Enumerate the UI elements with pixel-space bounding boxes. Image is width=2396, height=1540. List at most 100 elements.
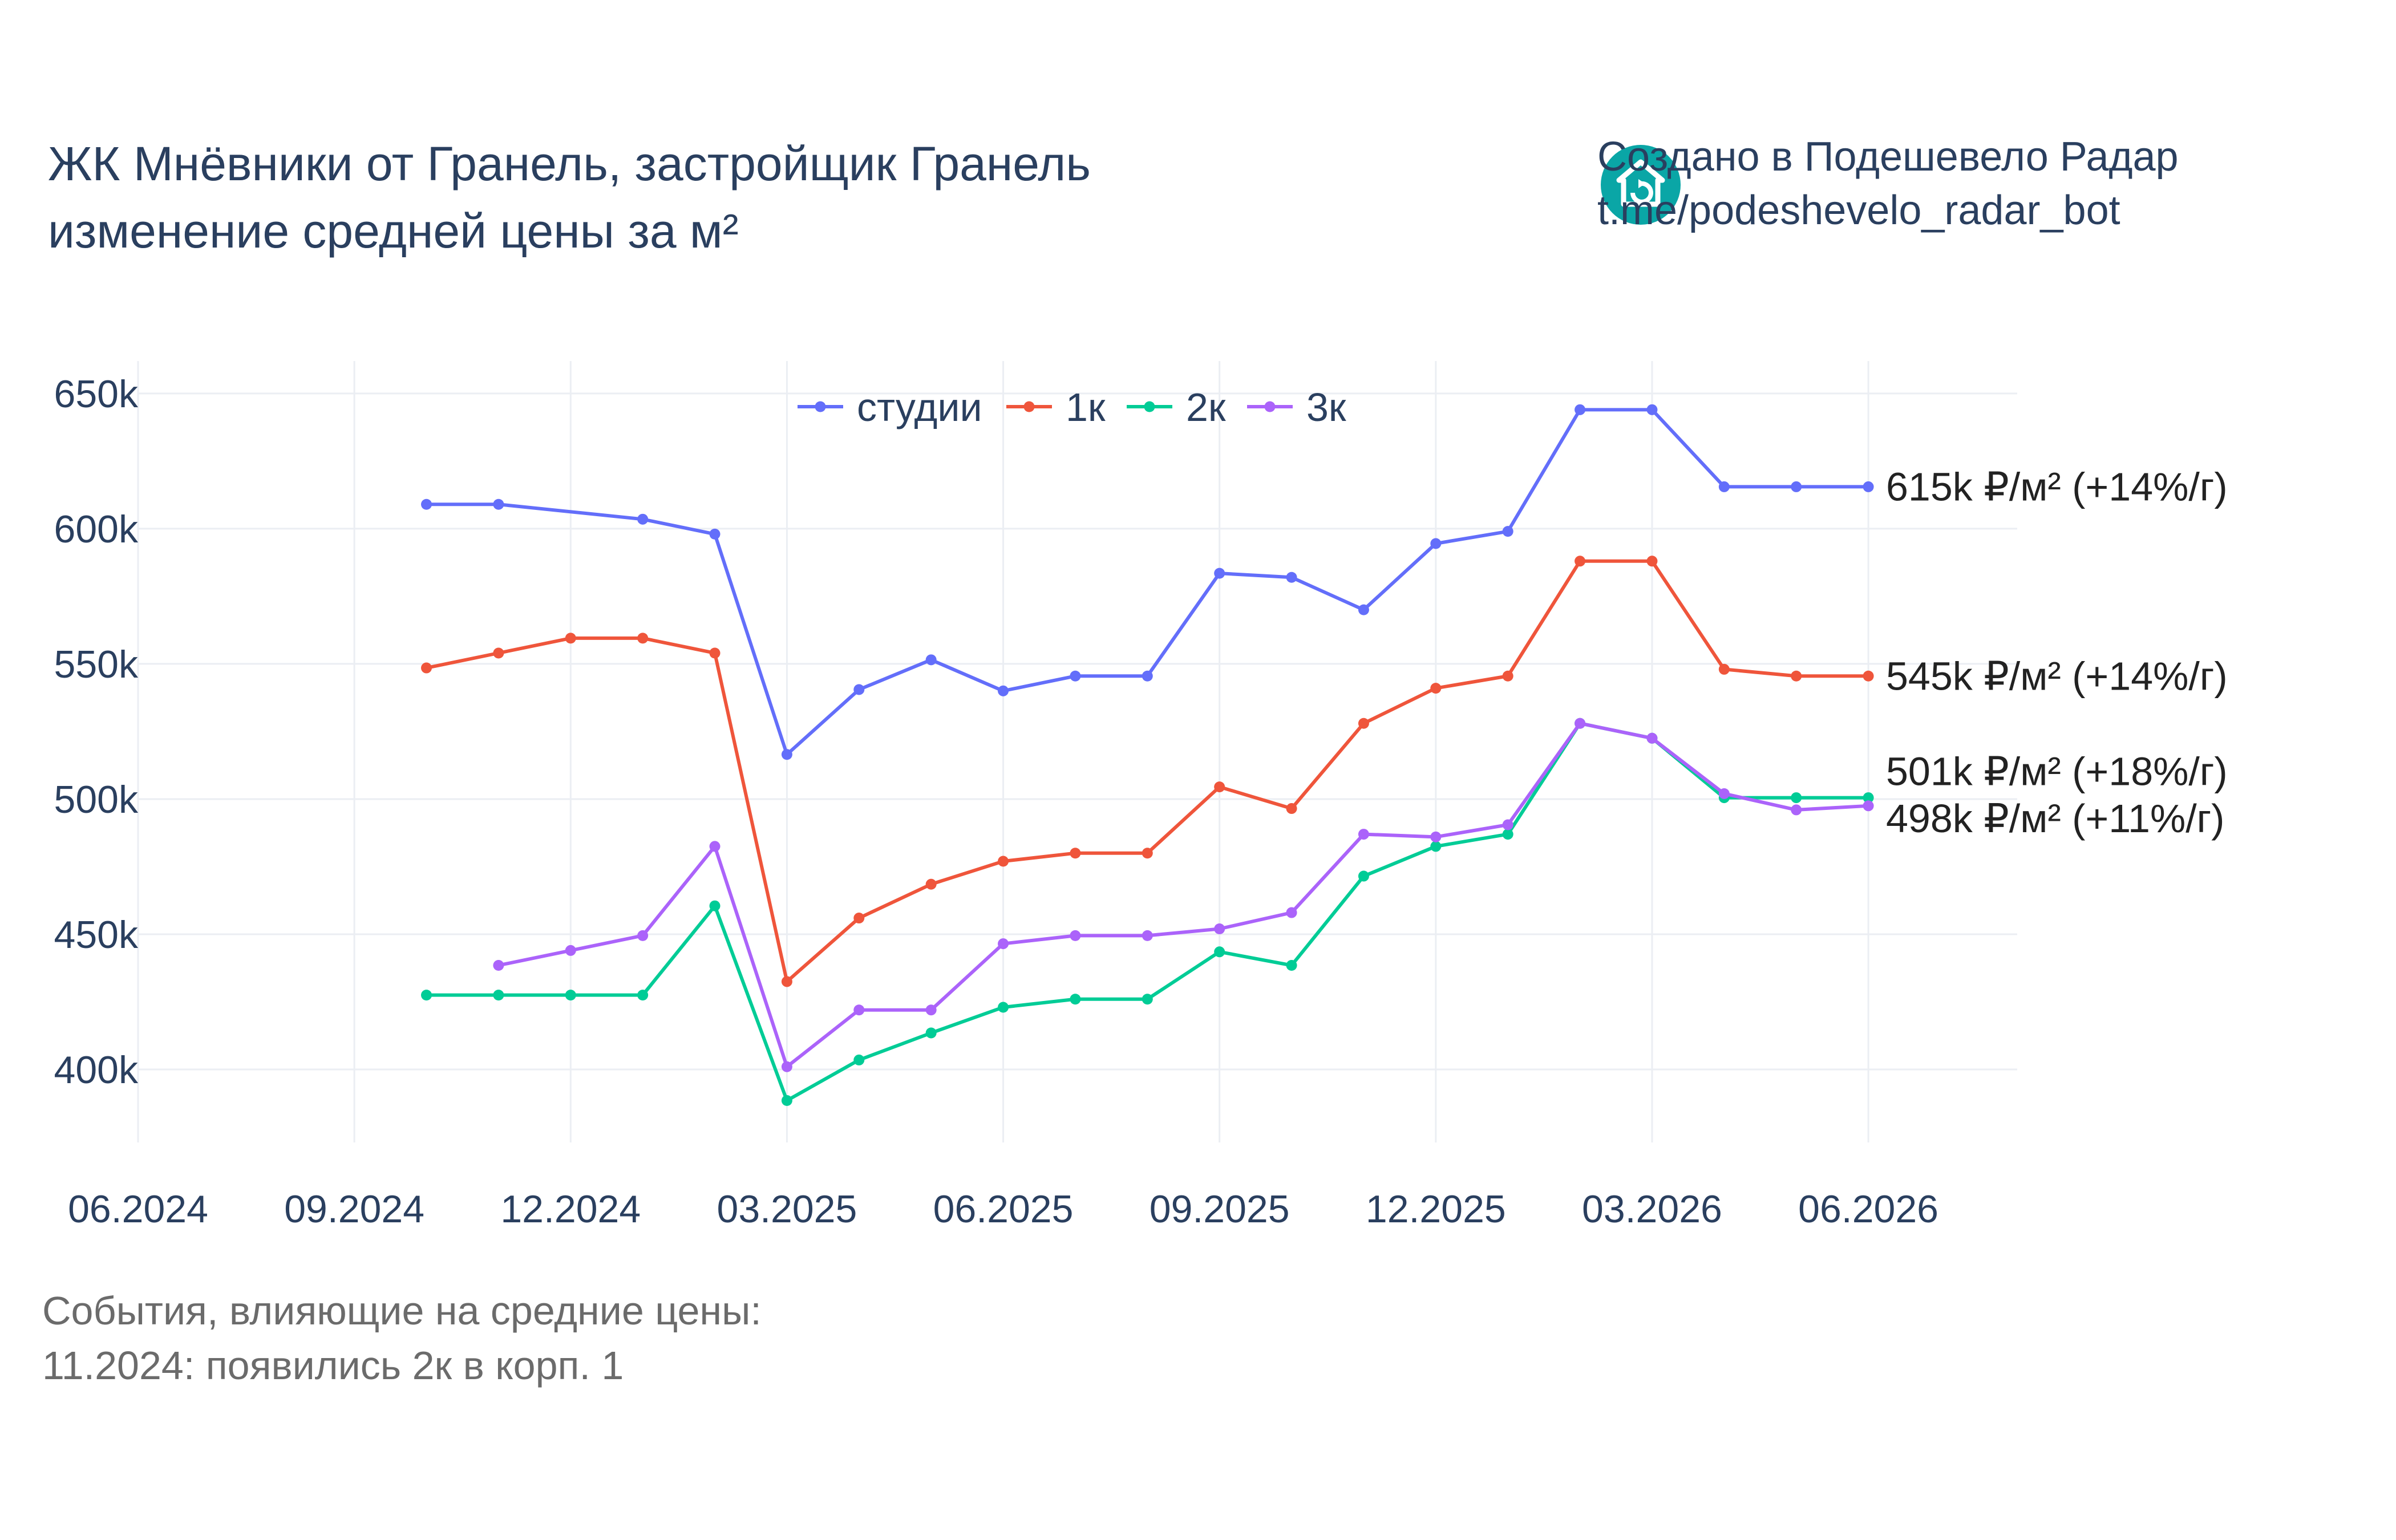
series-end-label: 545k ₽/м² (+14%/г) [1886, 654, 2228, 698]
data-point [1358, 829, 1369, 840]
y-tick-label: 650k [54, 372, 139, 416]
series-line [426, 408, 1869, 756]
data-point [1358, 870, 1369, 882]
series-end-label: 501k ₽/м² (+18%/г) [1886, 749, 2228, 794]
house-logo-icon [1601, 145, 1681, 225]
data-point [421, 499, 432, 510]
data-point [1430, 831, 1442, 842]
series-end-label: 615k ₽/м² (+14%/г) [1886, 464, 2228, 509]
data-point [493, 647, 504, 659]
data-point [709, 900, 721, 911]
legend-label: 3к [1306, 385, 1346, 429]
data-point [1286, 572, 1297, 583]
data-point [1430, 683, 1442, 694]
data-point [1142, 994, 1153, 1005]
data-point [998, 685, 1009, 696]
x-tick-label: 03.2025 [717, 1188, 857, 1231]
data-point [1575, 718, 1586, 729]
data-point [1502, 526, 1513, 537]
legend-swatch-marker [1144, 401, 1155, 412]
data-point [637, 990, 649, 1001]
data-point [1430, 841, 1442, 852]
data-point [781, 749, 792, 760]
data-point [565, 945, 576, 956]
brand-link[interactable]: t.me/podeshevelo_radar_bot [1597, 188, 2120, 233]
x-tick-label: 09.2025 [1150, 1188, 1290, 1231]
data-point [925, 654, 937, 666]
y-tick-label: 450k [54, 913, 139, 957]
data-point [853, 1054, 865, 1065]
legend-item[interactable]: 3к [1247, 385, 1346, 429]
data-point [1863, 792, 1874, 804]
data-point [925, 878, 937, 890]
x-tick-label: 06.2025 [933, 1188, 1074, 1231]
x-tick-label: 06.2024 [68, 1188, 208, 1231]
data-point [1791, 481, 1802, 492]
data-point [1142, 848, 1153, 859]
chart-title: ЖК Мнёвники от Гранель, застройщик Гране… [48, 130, 1091, 265]
x-tick-label: 03.2026 [1582, 1188, 1722, 1231]
data-point [1070, 930, 1081, 941]
data-point [421, 990, 432, 1001]
legend[interactable]: студии 1к 2к 3к [798, 385, 1346, 429]
data-point [998, 856, 1009, 867]
data-point [1142, 930, 1153, 941]
brand-name: Создано в Подешевело Радар [1597, 134, 2179, 180]
data-point [1214, 946, 1225, 958]
data-point [1358, 604, 1369, 615]
data-point [1646, 556, 1658, 567]
data-point [781, 1061, 792, 1072]
legend-item[interactable]: 2к [1127, 385, 1226, 429]
data-point [853, 1004, 865, 1016]
data-point [1791, 804, 1802, 816]
data-point [1070, 848, 1081, 859]
data-point [637, 513, 649, 525]
x-tick-label: 09.2024 [284, 1188, 424, 1231]
data-point [565, 990, 576, 1001]
data-point [1286, 907, 1297, 918]
data-point [1575, 556, 1586, 567]
data-point [1502, 819, 1513, 830]
y-tick-label: 500k [54, 778, 139, 821]
data-point [1214, 781, 1225, 793]
data-point [709, 841, 721, 852]
data-point [853, 684, 865, 695]
y-axis-ticks: 400k 450k 500k 550k 600k 650k [54, 372, 139, 1092]
event-item: 11.2024: появились 2к в корп. 1 [42, 1343, 624, 1388]
data-point [637, 930, 649, 941]
series-lines [421, 404, 1874, 1107]
data-point [421, 662, 432, 674]
y-tick-label: 400k [54, 1048, 139, 1092]
data-point [493, 499, 504, 510]
end-labels: 615k ₽/м² (+14%/г) 545k ₽/м² (+14%/г) 501k… [1886, 464, 2228, 840]
data-point [1718, 481, 1730, 492]
data-point [998, 938, 1009, 950]
y-tick-label: 600k [54, 508, 139, 551]
legend-item[interactable]: 1к [1006, 385, 1106, 429]
legend-label: 1к [1066, 385, 1106, 429]
data-point [493, 990, 504, 1001]
x-tick-label: 06.2026 [1798, 1188, 1938, 1231]
data-point [1718, 788, 1730, 799]
data-point [1286, 959, 1297, 971]
x-axis-ticks: 06.2024 09.2024 12.2024 03.2025 06.2025 09.20… [68, 1188, 1938, 1231]
data-point [1791, 792, 1802, 804]
data-point [1791, 670, 1802, 682]
data-point [1214, 923, 1225, 935]
legend-label: студии [857, 385, 982, 429]
legend-swatch-marker [1264, 401, 1276, 412]
legend-swatch-marker [1023, 401, 1035, 412]
brand-block: Создано в Подешевело Радар t.me/podeshev… [1597, 130, 2179, 237]
data-point [1646, 732, 1658, 744]
data-point [1502, 829, 1513, 840]
legend-swatch-marker [815, 401, 826, 412]
data-point [565, 633, 576, 644]
series-end-label: 498k ₽/м² (+11%/г) [1886, 796, 2225, 841]
legend-item[interactable]: студии [798, 385, 982, 429]
data-point [998, 1002, 1009, 1013]
data-point [709, 647, 721, 659]
data-point [493, 959, 504, 971]
data-point [1575, 404, 1586, 415]
data-point [1214, 568, 1225, 579]
